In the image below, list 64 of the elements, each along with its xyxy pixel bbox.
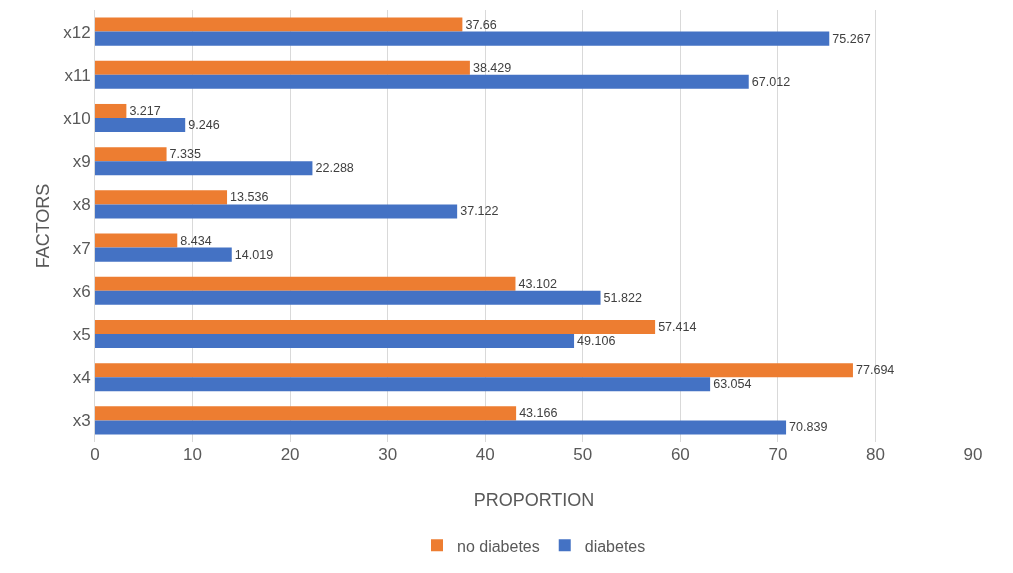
x-tick-label: 90 [963, 445, 983, 464]
x-tick-label: 0 [90, 445, 100, 464]
bar [95, 103, 127, 118]
data-label: 7.335 [169, 147, 201, 162]
data-label: 9.246 [188, 118, 220, 133]
bar [95, 247, 232, 262]
bar [95, 319, 656, 334]
bar [95, 377, 711, 392]
data-label: 70.839 [789, 420, 828, 435]
data-label: 57.414 [658, 320, 697, 335]
y-tick-label: x7 [72, 238, 91, 258]
x-tick-label: 80 [865, 445, 885, 464]
y-axis-title: FACTORS [33, 183, 53, 269]
legend-label: no diabetes [457, 537, 540, 555]
x-tick-label: 50 [573, 445, 593, 464]
y-tick-label: x3 [72, 411, 91, 431]
x-tick-label: 70 [768, 445, 788, 464]
bar [95, 74, 749, 89]
bar [95, 233, 178, 248]
y-tick-label: x9 [72, 152, 91, 172]
y-tick-label: x12 [63, 22, 91, 42]
bar [95, 161, 313, 176]
data-label: 43.102 [518, 276, 557, 291]
bar [95, 420, 787, 435]
data-label: 77.694 [855, 363, 895, 378]
bar [95, 118, 186, 133]
data-label: 49.106 [577, 334, 616, 349]
y-tick-label: x11 [64, 65, 91, 85]
bar [95, 204, 458, 219]
y-tick-label: x8 [72, 195, 91, 215]
x-axis-title: PROPORTION [473, 490, 595, 510]
x-tick-label: 40 [475, 445, 495, 464]
x-tick-label: 60 [670, 445, 690, 464]
data-label: 51.822 [603, 290, 642, 305]
bar [95, 147, 167, 162]
data-label: 3.217 [129, 104, 161, 119]
data-label: 37.122 [460, 204, 499, 219]
bar [95, 60, 470, 75]
y-tick-label: x4 [72, 368, 91, 388]
bar [95, 363, 853, 378]
y-tick-label: x5 [72, 324, 91, 344]
bar [95, 31, 830, 46]
data-label: 43.166 [519, 406, 558, 421]
bar [95, 334, 575, 349]
x-tick-label: 20 [280, 445, 300, 464]
data-label: 67.012 [751, 74, 791, 89]
y-tick-label: x6 [72, 281, 91, 301]
data-label: 38.429 [472, 60, 512, 75]
y-tick-label: x10 [63, 108, 91, 128]
bar [95, 276, 516, 291]
data-label: 14.019 [234, 247, 274, 262]
data-label: 22.288 [315, 161, 354, 176]
data-label: 75.267 [832, 31, 871, 46]
data-label: 13.536 [230, 190, 269, 205]
legend-label: diabetes [584, 537, 646, 555]
bar [95, 17, 463, 32]
bar [95, 190, 228, 205]
data-label: 37.66 [465, 17, 497, 32]
bar [95, 406, 517, 421]
x-tick-label: 10 [183, 445, 203, 464]
data-label: 63.054 [713, 377, 752, 392]
data-label: 8.434 [180, 233, 212, 248]
x-tick-label: 30 [378, 445, 398, 464]
bar [95, 290, 601, 305]
